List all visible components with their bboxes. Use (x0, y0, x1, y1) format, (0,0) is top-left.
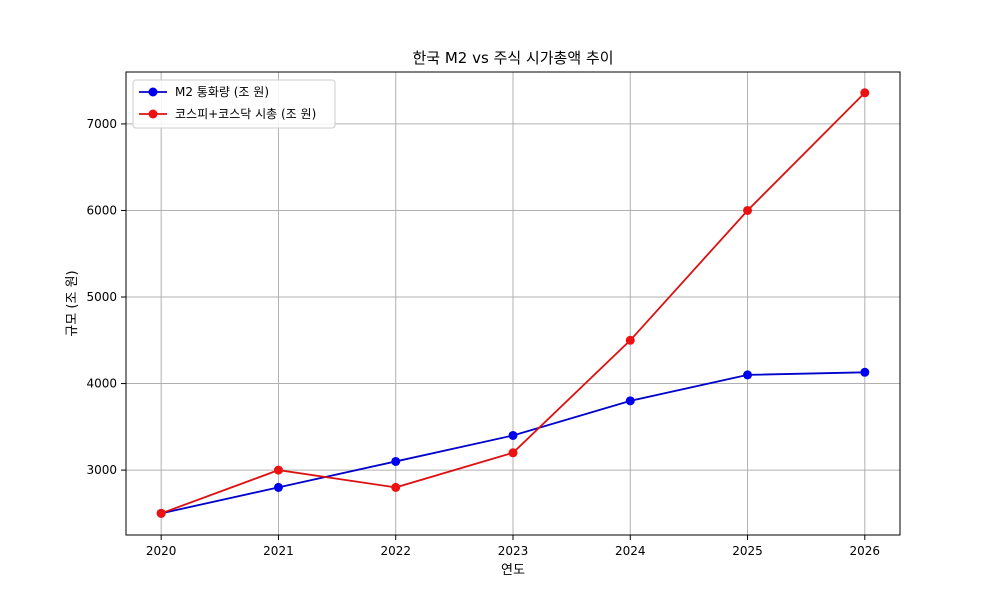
data-point-series-2 (743, 205, 753, 215)
legend: M2 통화량 (조 원) 코스피+코스닥 시총 (조 원) (132, 79, 336, 129)
data-point-series-1 (273, 482, 283, 492)
data-point-series-2 (508, 448, 518, 458)
x-axis: 2020 2021 2022 2023 2024 2025 2026 (146, 535, 880, 558)
x-tick-label: 2021 (263, 544, 294, 558)
x-tick-label: 2026 (850, 544, 881, 558)
legend-label-2: 코스피+코스닥 시총 (조 원) (175, 107, 316, 121)
x-tick-label: 2023 (498, 544, 529, 558)
y-tick-label: 6000 (86, 203, 117, 217)
y-tick-label: 5000 (86, 290, 117, 304)
chart-title: 한국 M2 vs 주식 시가총액 추이 (412, 49, 613, 67)
series-layer (156, 88, 870, 518)
legend-label-1: M2 통화량 (조 원) (175, 85, 269, 99)
data-point-series-1 (508, 430, 518, 440)
data-point-series-1 (743, 370, 753, 380)
data-point-series-2 (860, 88, 870, 98)
data-point-series-2 (625, 335, 635, 345)
x-tick-label: 2024 (615, 544, 646, 558)
legend-box (132, 79, 336, 129)
data-point-series-1 (391, 456, 401, 466)
y-axis: 3000 4000 5000 6000 7000 (86, 117, 126, 477)
grid-lines (126, 72, 900, 535)
data-point-series-2 (273, 465, 283, 475)
x-tick-label: 2025 (732, 544, 763, 558)
data-point-series-1 (860, 367, 870, 377)
y-axis-label: 규모 (조 원) (65, 270, 80, 336)
data-point-series-2 (156, 508, 166, 518)
y-tick-label: 3000 (86, 463, 117, 477)
x-axis-label: 연도 (501, 563, 525, 578)
x-tick-label: 2020 (146, 544, 177, 558)
legend-marker-1 (148, 87, 158, 97)
y-tick-label: 7000 (86, 117, 117, 131)
y-tick-label: 4000 (86, 377, 117, 391)
x-tick-label: 2022 (380, 544, 411, 558)
data-point-series-1 (625, 396, 635, 406)
data-point-series-2 (391, 482, 401, 492)
legend-marker-2 (148, 109, 158, 119)
